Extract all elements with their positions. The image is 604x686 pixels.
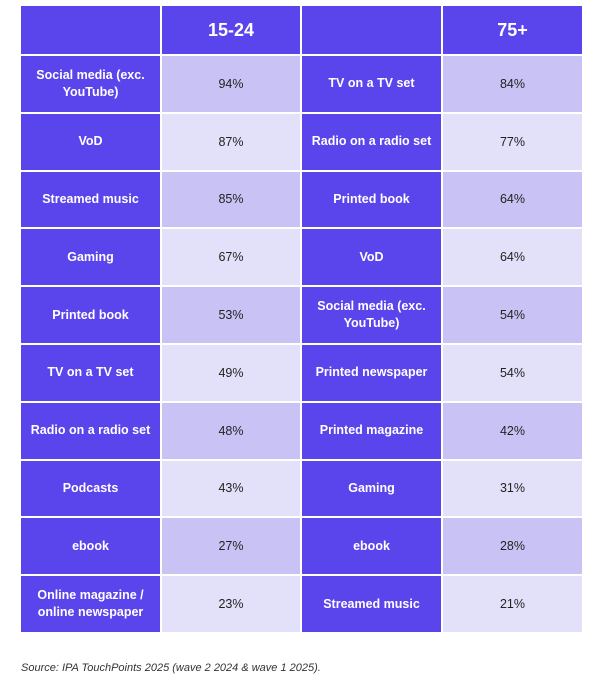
left-value: 48%: [162, 402, 302, 461]
header-age-75-plus: 75+: [443, 6, 582, 56]
left-value: 85%: [162, 171, 302, 230]
table-row: Podcasts 43% Gaming 31%: [21, 460, 582, 519]
right-label: Gaming: [302, 460, 443, 519]
left-label: Streamed music: [21, 171, 162, 230]
header-right-blank: [302, 6, 443, 56]
right-value: 54%: [443, 287, 582, 345]
right-label: TV on a TV set: [302, 56, 443, 114]
right-label: Printed book: [302, 171, 443, 230]
right-value: 64%: [443, 171, 582, 230]
right-value: 54%: [443, 344, 582, 403]
right-label: ebook: [302, 518, 443, 577]
table-row: Printed book 53% Social media (exc. YouT…: [21, 287, 582, 345]
source-note: Source: IPA TouchPoints 2025 (wave 2 202…: [21, 662, 321, 674]
right-value: 21%: [443, 576, 582, 634]
table-row: Social media (exc. YouTube) 94% TV on a …: [21, 56, 582, 114]
table-row: Streamed music 85% Printed book 64%: [21, 171, 582, 230]
left-label: Gaming: [21, 229, 162, 288]
table-row: Online magazine / online newspaper 23% S…: [21, 576, 582, 634]
header-age-15-24: 15-24: [162, 6, 302, 56]
right-value: 42%: [443, 402, 582, 461]
left-value: 49%: [162, 344, 302, 403]
table-row: ebook 27% ebook 28%: [21, 518, 582, 577]
media-usage-table-container: 15-24 75+ Social media (exc. YouTube) 94…: [21, 6, 582, 634]
left-label: ebook: [21, 518, 162, 577]
right-label: VoD: [302, 229, 443, 288]
left-label: Online magazine / online newspaper: [21, 576, 162, 634]
right-label: Social media (exc. YouTube): [302, 287, 443, 345]
left-value: 67%: [162, 229, 302, 288]
table-row: TV on a TV set 49% Printed newspaper 54%: [21, 344, 582, 403]
left-label: Social media (exc. YouTube): [21, 56, 162, 114]
left-value: 27%: [162, 518, 302, 577]
right-label: Radio on a radio set: [302, 113, 443, 172]
header-row: 15-24 75+: [21, 6, 582, 56]
right-value: 84%: [443, 56, 582, 114]
table-row: VoD 87% Radio on a radio set 77%: [21, 113, 582, 172]
left-value: 53%: [162, 287, 302, 345]
table-row: Radio on a radio set 48% Printed magazin…: [21, 402, 582, 461]
header-left-blank: [21, 6, 162, 56]
right-label: Printed magazine: [302, 402, 443, 461]
left-label: VoD: [21, 113, 162, 172]
right-label: Streamed music: [302, 576, 443, 634]
left-label: Printed book: [21, 287, 162, 345]
media-usage-table: 15-24 75+ Social media (exc. YouTube) 94…: [21, 6, 582, 634]
left-value: 94%: [162, 56, 302, 114]
left-label: TV on a TV set: [21, 344, 162, 403]
right-value: 77%: [443, 113, 582, 172]
right-value: 28%: [443, 518, 582, 577]
left-value: 87%: [162, 113, 302, 172]
table-row: Gaming 67% VoD 64%: [21, 229, 582, 288]
left-value: 43%: [162, 460, 302, 519]
left-label: Radio on a radio set: [21, 402, 162, 461]
right-value: 31%: [443, 460, 582, 519]
left-value: 23%: [162, 576, 302, 634]
right-value: 64%: [443, 229, 582, 288]
right-label: Printed newspaper: [302, 344, 443, 403]
left-label: Podcasts: [21, 460, 162, 519]
